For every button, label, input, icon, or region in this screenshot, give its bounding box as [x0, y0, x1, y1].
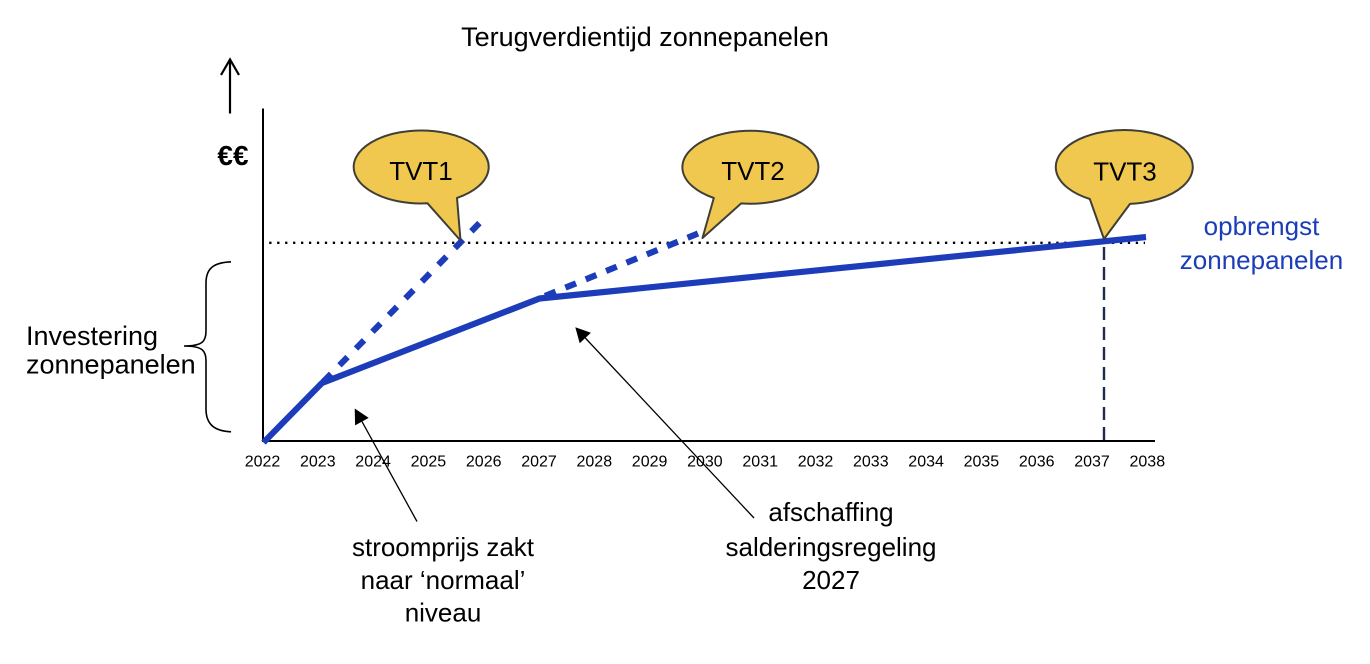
- svg-text:afschaffing: afschaffing: [768, 497, 893, 527]
- svg-text:2033: 2033: [853, 454, 889, 471]
- svg-text:2023: 2023: [300, 454, 336, 471]
- svg-text:2036: 2036: [1019, 454, 1055, 471]
- svg-text:2027: 2027: [802, 565, 860, 595]
- svg-text:naar ‘normaal’: naar ‘normaal’: [361, 565, 526, 595]
- svg-text:2038: 2038: [1130, 454, 1166, 471]
- svg-text:TVT1: TVT1: [389, 156, 453, 186]
- svg-text:2032: 2032: [798, 454, 834, 471]
- svg-text:2037: 2037: [1074, 454, 1110, 471]
- svg-text:2031: 2031: [742, 454, 778, 471]
- svg-text:TVT3: TVT3: [1093, 157, 1157, 187]
- svg-text:Investering: Investering: [26, 321, 158, 351]
- svg-text:2030: 2030: [687, 454, 723, 471]
- svg-text:€€: €€: [217, 140, 249, 171]
- svg-text:2034: 2034: [908, 454, 944, 471]
- svg-text:2022: 2022: [245, 454, 281, 471]
- svg-text:TVT2: TVT2: [721, 156, 785, 186]
- svg-text:2029: 2029: [632, 454, 668, 471]
- svg-text:niveau: niveau: [405, 598, 482, 628]
- svg-text:2035: 2035: [964, 454, 1000, 471]
- svg-text:zonnepanelen: zonnepanelen: [1180, 245, 1343, 275]
- svg-text:2028: 2028: [577, 454, 613, 471]
- svg-text:2025: 2025: [411, 454, 447, 471]
- svg-text:Terugverdientijd zonnepanelen: Terugverdientijd zonnepanelen: [461, 22, 829, 52]
- svg-text:2027: 2027: [521, 454, 557, 471]
- svg-text:2024: 2024: [355, 454, 391, 471]
- svg-text:opbrengst: opbrengst: [1204, 211, 1320, 241]
- svg-text:zonnepanelen: zonnepanelen: [26, 350, 196, 380]
- svg-text:salderingsregeling: salderingsregeling: [725, 532, 936, 562]
- svg-text:2026: 2026: [466, 454, 502, 471]
- svg-text:stroomprijs zakt: stroomprijs zakt: [352, 532, 535, 562]
